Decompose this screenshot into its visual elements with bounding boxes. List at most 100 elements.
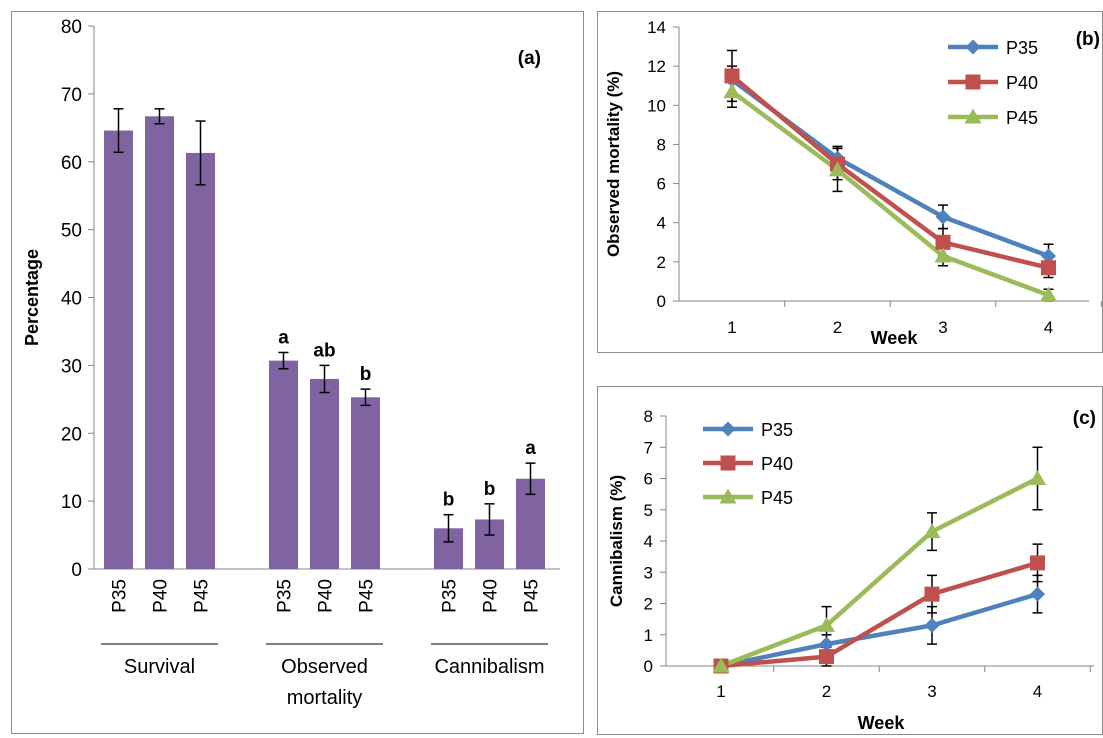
data-point-P35 [819,636,834,652]
bar [310,378,339,569]
significance-letter: a [525,438,536,459]
legend-marker-P45 [964,108,982,124]
legend-label-P35: P35 [1006,38,1038,58]
bar [351,397,380,569]
data-point-P35 [1030,586,1045,602]
panel-label: (c) [1073,408,1096,429]
data-point-P45 [934,247,952,263]
y-tick-label: 14 [647,18,666,37]
y-tick-label: 0 [71,560,82,581]
y-tick-label: 80 [61,17,82,38]
series-line-P35 [730,78,1050,259]
y-tick-label: 2 [644,595,653,614]
legend-label-P45: P45 [761,488,793,508]
series-line-P35 [720,591,1039,669]
y-tick-label: 4 [644,532,653,551]
x-tick-label: 1 [716,682,725,701]
x-tick-label: P40 [316,579,337,613]
x-tick-label: P45 [192,579,213,613]
bar [145,116,174,570]
data-point-P40 [1030,555,1045,571]
data-point-P40 [924,586,940,602]
y-tick-label: 1 [644,626,653,645]
x-tick-label: 3 [938,318,947,337]
x-tick-label: P35 [110,579,131,613]
x-tick-label: 1 [727,318,736,337]
legend-marker-P40 [720,455,736,471]
x-tick-label: 2 [822,682,831,701]
data-point-P45 [818,616,835,632]
legend-marker-P40 [965,74,981,90]
y-axis-title: Cannibalism (%) [607,475,626,607]
panel-b-mortality-line-chart: 0 2 4 6 8 10 12 14 1 2 3 4 Week Observed mortality (%… [597,11,1103,353]
series-line-P45 [730,89,1050,298]
bar [104,130,133,569]
y-tick-label: 4 [657,214,666,233]
data-point-P40 [1041,260,1056,276]
x-tick-label: 3 [927,682,936,701]
y-tick-label: 12 [647,57,666,76]
legend-label-P35: P35 [761,420,793,440]
y-tick-label: 50 [61,221,82,242]
y-tick-label: 30 [61,356,82,377]
series-line-P45 [720,476,1039,669]
panel-a-bar-chart: 0 10 20 30 40 50 60 70 80 Percentage (a) P35 P40 P45 S… [11,11,584,734]
data-point-P45 [829,161,846,177]
data-point-P40 [724,68,740,84]
bar-chart-svg: 0 10 20 30 40 50 60 70 80 Percentage (a) P35 P40 P45 S… [22,17,560,709]
x-tick-label: 4 [1033,682,1042,701]
legend-label-P40: P40 [761,454,793,474]
data-point-P40 [935,234,951,250]
x-tick-label: P35 [275,579,296,613]
y-tick-label: 10 [61,492,82,513]
y-tick-label: 3 [644,563,653,582]
group-label: mortality [287,687,363,709]
x-tick-label: P40 [481,579,502,613]
cannibalism-line-chart-svg: 0 1 2 3 4 5 6 7 8 1 2 3 4 Week Cannibalism (%) (c) P35 P4… [607,407,1096,733]
significance-letter: ab [313,340,335,361]
y-tick-label: 5 [644,501,653,520]
y-tick-label: 2 [657,253,666,272]
significance-letter: a [278,327,289,348]
legend-marker-P35 [965,39,981,55]
y-tick-label: 6 [644,470,653,489]
data-point-P45 [1040,286,1057,302]
y-axis-title: Percentage [22,249,42,346]
panel-label: (a) [518,48,541,69]
significance-letter: b [360,364,372,385]
data-point-P45 [723,83,741,99]
series-line-P40 [730,74,1050,270]
significance-letter: b [484,479,496,500]
y-tick-label: 8 [657,135,666,154]
bar [186,152,215,569]
group-label: Observed [281,656,368,678]
x-tick-label: P35 [440,579,461,613]
y-tick-label: 6 [657,175,666,194]
y-tick-label: 40 [61,289,82,310]
y-tick-label: 60 [61,153,82,174]
data-point-P35 [924,617,940,633]
data-point-P40 [819,649,834,665]
x-tick-label: P40 [151,579,172,613]
x-tick-label: P45 [522,579,543,613]
y-axis-title: Observed mortality (%) [604,71,623,257]
y-tick-label: 0 [644,657,653,676]
y-tick-label: 20 [61,424,82,445]
data-point-P45 [1029,470,1046,485]
y-tick-label: 10 [647,96,666,115]
series-line-P40 [720,560,1039,669]
data-point-P45 [712,657,730,673]
y-tick-label: 8 [644,407,653,426]
bar [269,360,298,569]
x-tick-label: 4 [1044,318,1053,337]
panel-label: (b) [1076,29,1100,50]
legend-marker-P45 [719,488,737,504]
y-tick-label: 7 [644,438,653,457]
x-tick-label: 2 [833,318,842,337]
legend-label-P45: P45 [1006,108,1038,128]
y-tick-label: 70 [61,85,82,106]
significance-letter: b [443,490,455,511]
data-point-P35 [935,209,951,225]
x-axis-title: Week [871,328,919,348]
